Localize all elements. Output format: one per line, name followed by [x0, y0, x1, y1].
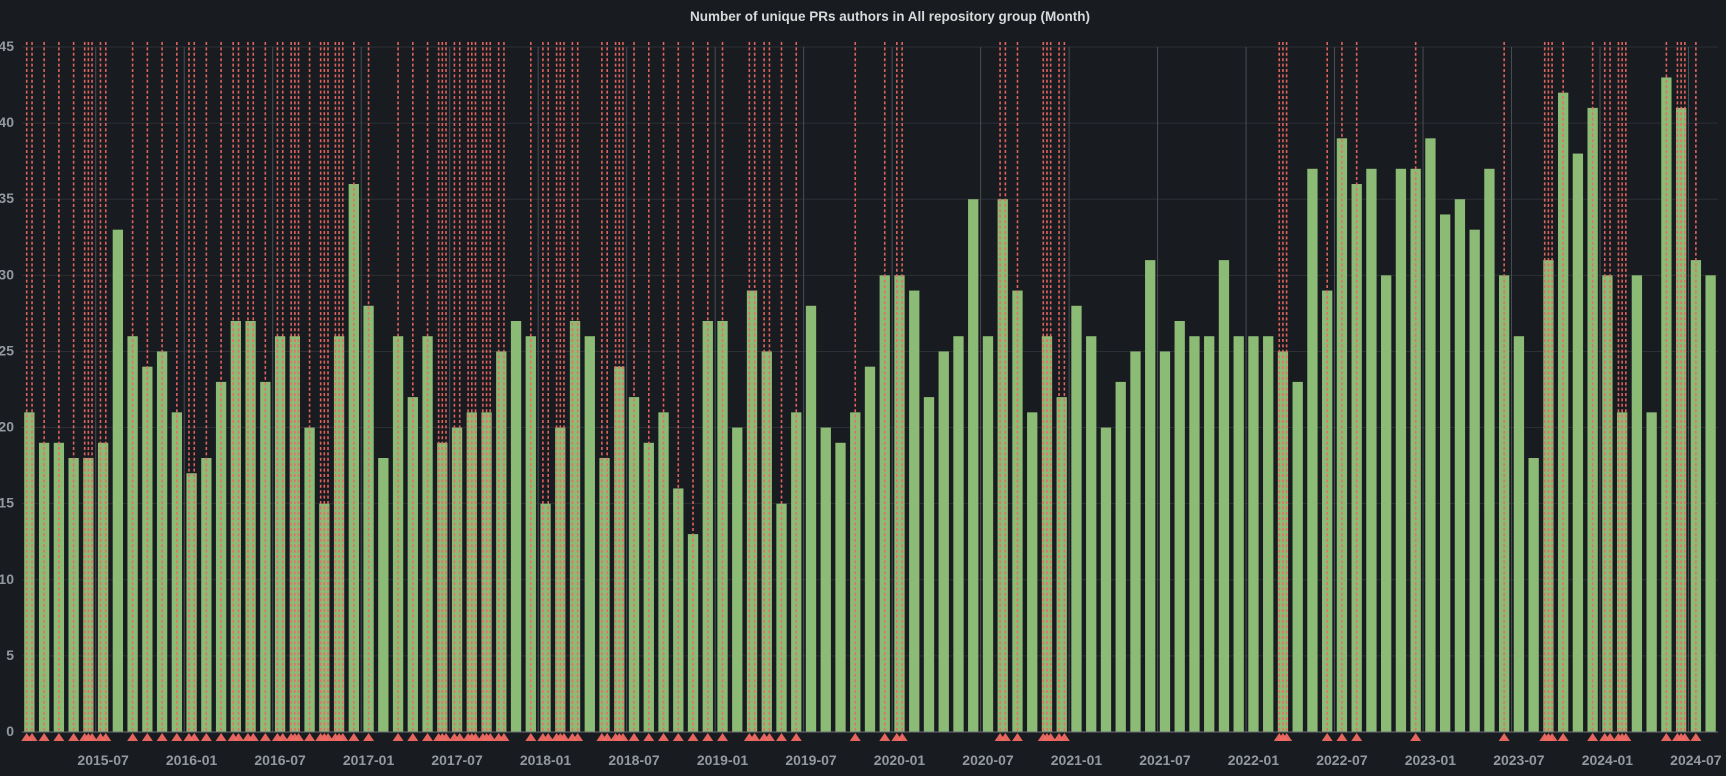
svg-text:40: 40: [0, 114, 14, 130]
svg-text:2018-07: 2018-07: [608, 752, 660, 768]
svg-text:2019-01: 2019-01: [697, 752, 749, 768]
svg-text:45: 45: [0, 38, 14, 54]
svg-text:2022-07: 2022-07: [1316, 752, 1368, 768]
svg-text:2016-07: 2016-07: [254, 752, 306, 768]
svg-text:2020-01: 2020-01: [874, 752, 926, 768]
svg-text:10: 10: [0, 571, 14, 587]
svg-text:30: 30: [0, 266, 14, 282]
svg-text:20: 20: [0, 419, 14, 435]
svg-text:0: 0: [6, 723, 14, 739]
svg-text:2015-07: 2015-07: [77, 752, 129, 768]
svg-text:2023-07: 2023-07: [1493, 752, 1545, 768]
svg-text:2018-01: 2018-01: [520, 752, 572, 768]
svg-text:2022-01: 2022-01: [1228, 752, 1280, 768]
svg-text:35: 35: [0, 190, 14, 206]
svg-text:2017-01: 2017-01: [343, 752, 395, 768]
svg-text:2024-07: 2024-07: [1670, 752, 1722, 768]
svg-text:2020-07: 2020-07: [962, 752, 1014, 768]
svg-text:2021-07: 2021-07: [1139, 752, 1191, 768]
svg-text:25: 25: [0, 342, 14, 358]
svg-text:15: 15: [0, 495, 14, 511]
svg-text:2019-07: 2019-07: [785, 752, 837, 768]
svg-text:2021-01: 2021-01: [1051, 752, 1103, 768]
svg-text:5: 5: [6, 647, 14, 663]
svg-text:2017-07: 2017-07: [431, 752, 483, 768]
svg-text:2024-01: 2024-01: [1582, 752, 1634, 768]
svg-text:2023-01: 2023-01: [1405, 752, 1457, 768]
svg-text:2016-01: 2016-01: [166, 752, 218, 768]
